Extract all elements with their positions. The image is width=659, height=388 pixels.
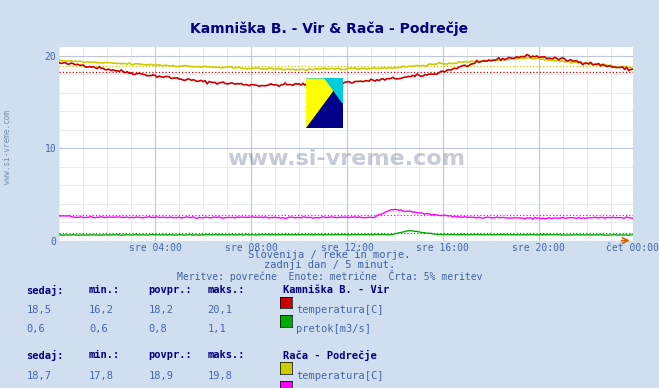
Text: povpr.:: povpr.:: [148, 350, 192, 360]
Text: 19,8: 19,8: [208, 371, 233, 381]
Text: pretok[m3/s]: pretok[m3/s]: [296, 324, 371, 334]
Text: 18,2: 18,2: [148, 305, 173, 315]
Text: sedaj:: sedaj:: [26, 350, 64, 361]
Text: Meritve: povrečne  Enote: metrične  Črta: 5% meritev: Meritve: povrečne Enote: metrične Črta: …: [177, 270, 482, 282]
Text: 20,1: 20,1: [208, 305, 233, 315]
Text: www.si-vreme.com: www.si-vreme.com: [3, 111, 13, 184]
Text: Rača - Podrečje: Rača - Podrečje: [283, 350, 377, 361]
Polygon shape: [306, 78, 343, 128]
Text: maks.:: maks.:: [208, 285, 245, 295]
Text: Kamniška B. - Vir & Rača - Podrečje: Kamniška B. - Vir & Rača - Podrečje: [190, 21, 469, 36]
Text: 18,7: 18,7: [26, 371, 51, 381]
Text: zadnji dan / 5 minut.: zadnji dan / 5 minut.: [264, 260, 395, 270]
Text: 0,8: 0,8: [148, 324, 167, 334]
Text: maks.:: maks.:: [208, 350, 245, 360]
Text: temperatura[C]: temperatura[C]: [296, 371, 384, 381]
Text: min.:: min.:: [89, 285, 120, 295]
Text: 16,2: 16,2: [89, 305, 114, 315]
Text: www.si-vreme.com: www.si-vreme.com: [227, 149, 465, 169]
Text: povpr.:: povpr.:: [148, 285, 192, 295]
Text: min.:: min.:: [89, 350, 120, 360]
Text: temperatura[C]: temperatura[C]: [296, 305, 384, 315]
Polygon shape: [306, 78, 343, 128]
Text: Slovenija / reke in morje.: Slovenija / reke in morje.: [248, 250, 411, 260]
Text: 18,9: 18,9: [148, 371, 173, 381]
Polygon shape: [306, 78, 343, 103]
Text: 17,8: 17,8: [89, 371, 114, 381]
Text: 0,6: 0,6: [26, 324, 45, 334]
Text: Kamniška B. - Vir: Kamniška B. - Vir: [283, 285, 389, 295]
Text: 1,1: 1,1: [208, 324, 226, 334]
Text: sedaj:: sedaj:: [26, 285, 64, 296]
Text: 0,6: 0,6: [89, 324, 107, 334]
Text: 18,5: 18,5: [26, 305, 51, 315]
